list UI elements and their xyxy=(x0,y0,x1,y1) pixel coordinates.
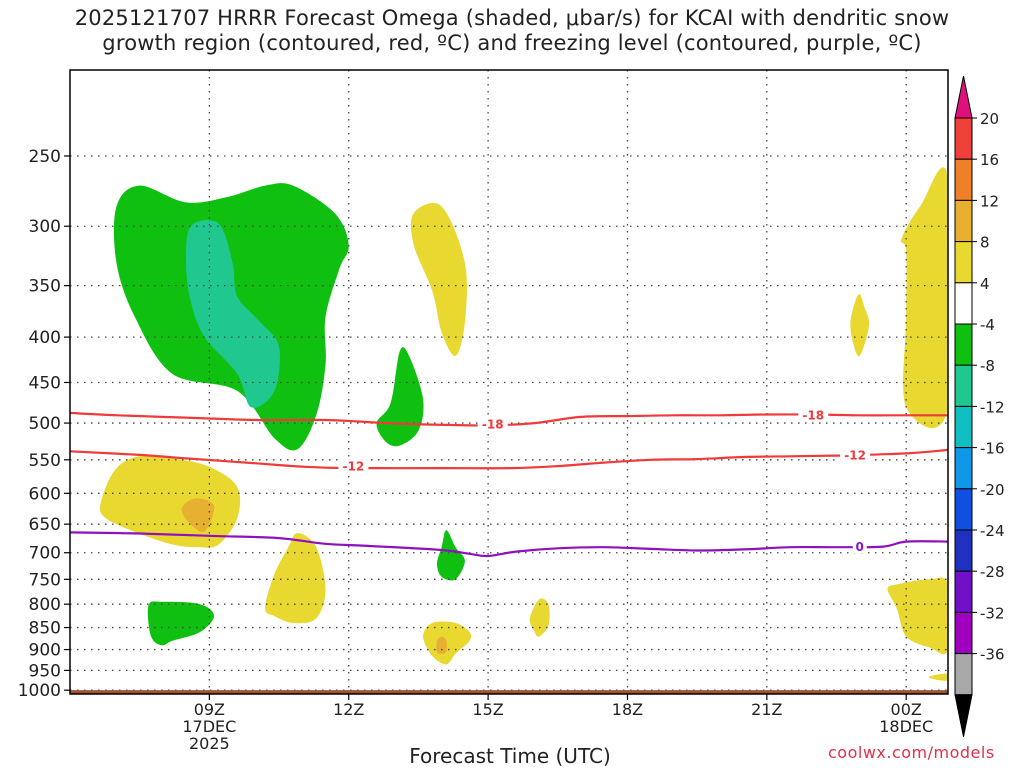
colorbar-segment xyxy=(954,488,973,531)
site-credit: coolwx.com/models xyxy=(828,743,995,762)
contour-label-bg xyxy=(477,416,508,431)
omega-region xyxy=(887,577,948,655)
colorbar-label: -32 xyxy=(980,604,1005,622)
colorbar-label: -24 xyxy=(980,522,1005,540)
omega-region xyxy=(410,203,467,357)
colorbar-segment xyxy=(954,529,973,572)
y-tick-label: 950 xyxy=(29,661,61,681)
x-tick-label: 09Z xyxy=(194,700,225,719)
y-tick-label: 650 xyxy=(29,515,61,535)
axes-layer: 2503003504004505005506006507007508008509… xyxy=(18,69,949,753)
x-tick-sublabel: 2025 xyxy=(189,734,230,753)
y-tick-label: 1000 xyxy=(18,681,61,701)
chart-title-line-2: growth region (contoured, red, ºC) and f… xyxy=(102,31,922,55)
colorbar-label: -8 xyxy=(980,357,995,375)
colorbar-label: -20 xyxy=(980,481,1005,499)
x-tick-label: 00Z xyxy=(891,700,922,719)
x-axis-label: Forecast Time (UTC) xyxy=(409,744,611,768)
y-tick-label: 300 xyxy=(29,217,61,237)
omega-region xyxy=(928,673,948,681)
colorbar-segment xyxy=(954,199,973,243)
x-tick-label: 21Z xyxy=(751,700,782,719)
omega-region xyxy=(423,621,472,665)
y-tick-label: 600 xyxy=(29,484,61,504)
colorbar-segment xyxy=(954,447,973,490)
omega-region xyxy=(376,347,424,447)
colorbar-segment xyxy=(954,364,973,407)
y-tick-label: 450 xyxy=(29,373,61,393)
omega-region xyxy=(901,167,948,429)
y-tick-label: 850 xyxy=(29,619,61,639)
colorbar-label: -12 xyxy=(980,398,1005,416)
omega-region xyxy=(850,294,870,357)
colorbar-segment xyxy=(954,405,973,449)
y-tick-label: 800 xyxy=(29,595,61,615)
x-tick-label: 15Z xyxy=(472,700,503,719)
contour-label: 0 xyxy=(856,540,864,554)
contour-label: -18 xyxy=(802,408,824,422)
colorbar-segment xyxy=(954,653,973,696)
y-tick-label: 400 xyxy=(29,328,61,348)
colorbar-bottom-arrow xyxy=(954,694,973,737)
x-tick-label: 12Z xyxy=(333,700,364,719)
contour-line xyxy=(69,531,949,558)
omega-region xyxy=(265,533,326,624)
y-tick-label: 550 xyxy=(29,451,61,471)
colorbar-segment xyxy=(954,282,973,325)
contour-label: -12 xyxy=(844,449,866,463)
omega-region xyxy=(147,601,214,646)
y-tick-label: 700 xyxy=(29,544,61,564)
omega-shading-layer xyxy=(99,167,948,681)
ground-surface xyxy=(70,690,948,694)
colorbar-label: -4 xyxy=(980,316,995,334)
colorbar-label: -28 xyxy=(980,563,1005,581)
colorbar: 20 16 12 8 4 -4 -8 -12 -16 -20 -24 -28 -32 -36 xyxy=(954,75,1005,737)
colorbar-top-arrow xyxy=(954,75,973,119)
x-tick-label: 18Z xyxy=(612,700,643,719)
colorbar-segment xyxy=(954,117,973,160)
chart-title: 2025121707 HRRR Forecast Omega (shaded, … xyxy=(0,6,1024,56)
y-tick-label: 750 xyxy=(29,570,61,590)
contour-label: -18 xyxy=(482,418,504,432)
colorbar-label: 20 xyxy=(980,110,999,128)
colorbar-segment xyxy=(954,611,973,655)
chart-title-line-1: 2025121707 HRRR Forecast Omega (shaded, … xyxy=(74,6,950,30)
contour-label: -12 xyxy=(343,460,365,474)
x-tick-sublabel: 18DEC xyxy=(879,717,933,736)
contour-label-bg xyxy=(338,458,369,473)
colorbar-label: -36 xyxy=(980,646,1005,664)
omega-region xyxy=(437,530,465,581)
y-tick-label: 250 xyxy=(29,147,61,167)
ground-layer xyxy=(70,690,948,694)
omega-region xyxy=(181,498,215,533)
colorbar-label: 16 xyxy=(980,151,999,169)
contour-label-bg xyxy=(798,407,829,422)
colorbar-label: -16 xyxy=(980,440,1005,458)
colorbar-label: 12 xyxy=(980,192,999,210)
omega-region xyxy=(436,636,447,654)
colorbar-label: 4 xyxy=(980,275,990,293)
y-tick-label: 350 xyxy=(29,277,61,297)
colorbar-segment xyxy=(954,241,973,284)
contour-line xyxy=(69,448,949,470)
y-tick-label: 900 xyxy=(29,641,61,661)
contour-label-bg xyxy=(840,447,871,462)
colorbar-label: 8 xyxy=(980,234,990,252)
contour-layer: -18 -18 -12 -12 0 xyxy=(69,407,949,558)
omega-region xyxy=(529,598,550,637)
contour-label-bg xyxy=(852,539,867,554)
y-tick-label: 500 xyxy=(29,414,61,434)
colorbar-segment xyxy=(954,323,973,366)
x-tick-sublabel: 17DEC xyxy=(182,717,236,736)
colorbar-segment xyxy=(954,158,973,201)
colorbar-segment xyxy=(954,570,973,613)
